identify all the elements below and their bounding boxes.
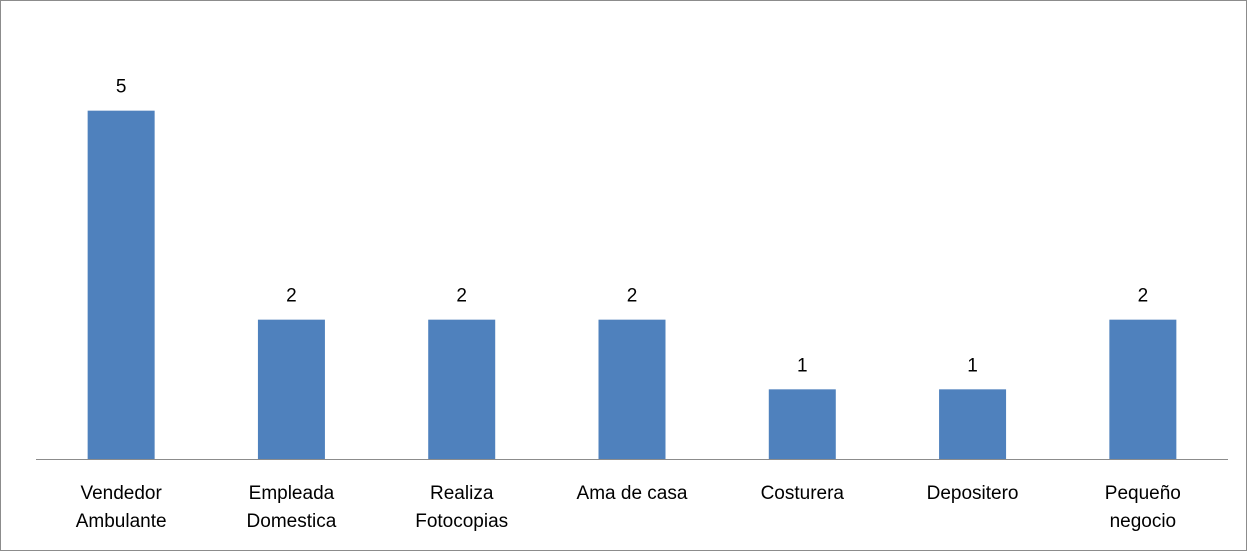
data-label: 1 bbox=[797, 355, 808, 376]
data-label: 5 bbox=[116, 77, 127, 98]
bar bbox=[87, 110, 155, 460]
bar bbox=[598, 319, 666, 459]
data-label: 2 bbox=[456, 286, 467, 307]
x-tick-label: Pequeño negocio bbox=[1104, 483, 1181, 532]
bar bbox=[939, 389, 1007, 459]
bar bbox=[428, 319, 496, 459]
bar bbox=[1109, 319, 1177, 459]
x-tick-label: Ama de casa bbox=[576, 483, 688, 504]
x-tick-label: Empleada Domestica bbox=[246, 483, 337, 532]
x-tick-label: Depositero bbox=[926, 483, 1019, 504]
x-tick-label: Realiza Fotocopias bbox=[415, 483, 509, 532]
data-label: 2 bbox=[627, 286, 638, 307]
x-tick-label: Costurera bbox=[760, 483, 844, 504]
data-label: 2 bbox=[1138, 286, 1149, 307]
x-tick-label: Vendedor Ambulante bbox=[75, 483, 167, 532]
data-label: 2 bbox=[286, 286, 297, 307]
data-label: 1 bbox=[967, 355, 978, 376]
bar bbox=[768, 389, 836, 459]
bar bbox=[257, 319, 325, 459]
